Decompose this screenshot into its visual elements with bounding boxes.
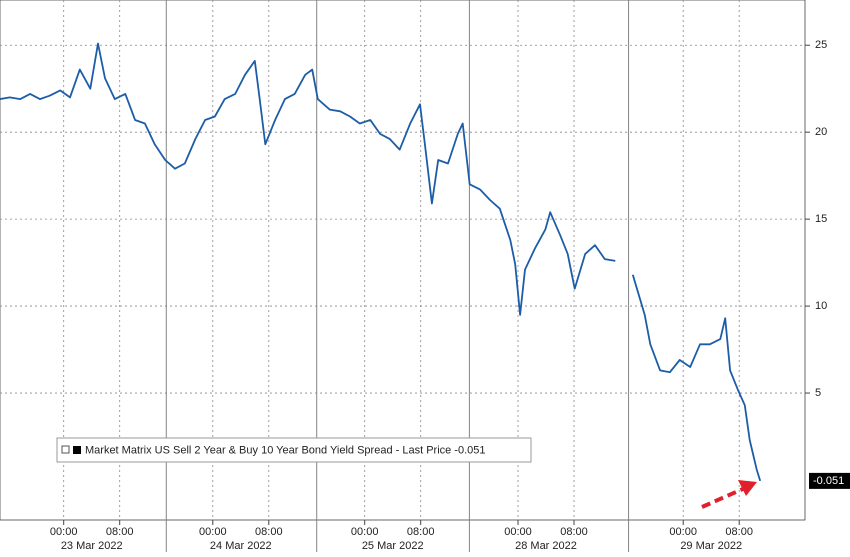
date-label: 28 Mar 2022 bbox=[515, 540, 577, 552]
x-tick-label: 00:00 bbox=[50, 526, 78, 538]
y-tick-label: 15 bbox=[815, 213, 827, 225]
x-tick-label: 00:00 bbox=[199, 526, 227, 538]
y-tick-label: 25 bbox=[815, 39, 827, 51]
y-tick-label: 10 bbox=[815, 300, 827, 312]
date-label: 29 Mar 2022 bbox=[680, 540, 742, 552]
last-price-label: -0.051 bbox=[813, 475, 844, 487]
date-label: 23 Mar 2022 bbox=[61, 540, 123, 552]
last-price-tag bbox=[809, 472, 850, 489]
x-tick-label: 00:00 bbox=[504, 526, 532, 538]
x-tick-label: 08:00 bbox=[255, 526, 283, 538]
x-tick-label: 00:00 bbox=[669, 526, 697, 538]
x-tick-label: 00:00 bbox=[351, 526, 379, 538]
y-tick-label: 20 bbox=[815, 126, 827, 138]
plot-area bbox=[0, 0, 806, 521]
x-tick-label: 08:00 bbox=[560, 526, 588, 538]
x-tick-label: 08:00 bbox=[106, 526, 134, 538]
date-label: 24 Mar 2022 bbox=[210, 540, 272, 552]
x-tick-label: 08:00 bbox=[725, 526, 753, 538]
legend-label: Market Matrix US Sell 2 Year & Buy 10 Ye… bbox=[85, 444, 486, 456]
legend-swatch bbox=[73, 446, 81, 454]
legend-box bbox=[56, 437, 532, 463]
legend-icon bbox=[61, 445, 70, 454]
x-tick-label: 08:00 bbox=[407, 526, 435, 538]
date-label: 25 Mar 2022 bbox=[362, 540, 424, 552]
series-line bbox=[0, 42, 762, 482]
y-tick-label: 5 bbox=[815, 387, 821, 399]
annotation-arrow bbox=[701, 480, 757, 509]
legend: Market Matrix US Sell 2 Year & Buy 10 Ye… bbox=[56, 437, 532, 463]
